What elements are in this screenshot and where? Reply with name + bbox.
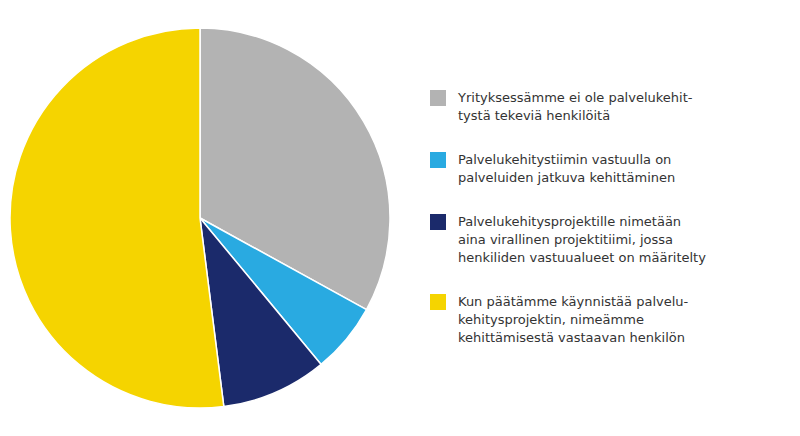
legend-swatch [430,152,446,168]
legend-swatch [430,214,446,230]
chart: Yrityksessämme ei ole palvelukehit-tystä… [0,0,800,436]
legend-swatch [430,90,446,106]
legend-label: Yrityksessämme ei ole palvelukehit-tystä… [457,90,693,123]
legend-label: Palvelukehitysprojektille nimetäänaina v… [458,214,706,265]
legend-swatch [430,294,446,310]
legend-label: Kun päätämme käynnistää palvelu-kehitysp… [458,294,689,345]
legend: Yrityksessämme ei ole palvelukehit-tystä… [430,90,706,345]
pie [10,28,390,408]
pie-slice [10,28,224,408]
legend-label: Palvelukehitystiimin vastuulla onpalvelu… [458,152,675,185]
